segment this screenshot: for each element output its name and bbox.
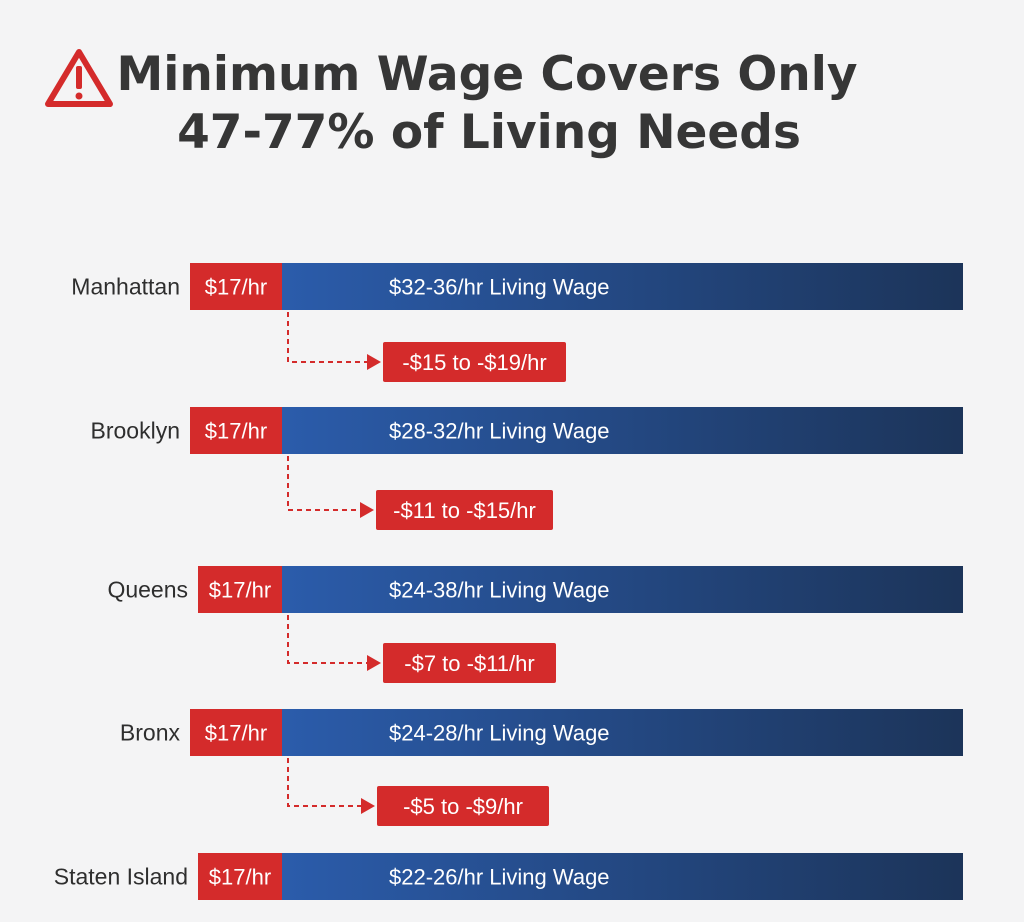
minimum-wage-label: $17/hr [205, 721, 267, 746]
minimum-wage-label: $17/hr [209, 578, 271, 603]
living-wage-label: $22-26/hr Living Wage [389, 865, 610, 890]
gap-box [383, 643, 556, 683]
minimum-wage-bar [190, 263, 282, 310]
minimum-wage-bar [198, 853, 282, 900]
minimum-wage-bar [198, 566, 282, 613]
gap-label: -$5 to -$9/hr [403, 794, 523, 819]
gap-box [383, 342, 566, 382]
minimum-wage-bar [190, 407, 282, 454]
row-label: Manhattan [71, 274, 180, 300]
warning-icon [45, 49, 113, 107]
living-wage-label: $24-38/hr Living Wage [389, 578, 610, 603]
gap-label: -$15 to -$19/hr [402, 350, 546, 375]
gap-box [377, 786, 549, 826]
row-label: Brooklyn [91, 418, 180, 444]
gap-connector [287, 615, 381, 671]
row-label: Bronx [120, 720, 181, 746]
gap-connector [287, 758, 375, 814]
gap-label: -$7 to -$11/hr [404, 651, 534, 676]
row-label: Queens [107, 577, 188, 603]
living-wage-bar [282, 709, 963, 756]
living-wage-bar [282, 566, 963, 613]
title-line: Minimum Wage Covers Only [117, 47, 858, 102]
living-wage-label: $32-36/hr Living Wage [389, 275, 610, 300]
title-line: 47-77% of Living Needs [177, 105, 801, 160]
gap-connector [287, 312, 381, 370]
gap-label: -$11 to -$15/hr [393, 498, 536, 523]
minimum-wage-label: $17/hr [205, 419, 267, 444]
minimum-wage-label: $17/hr [209, 865, 271, 890]
living-wage-label: $28-32/hr Living Wage [389, 419, 610, 444]
living-wage-bar [282, 263, 963, 310]
gap-connector [287, 456, 374, 518]
minimum-wage-label: $17/hr [205, 275, 267, 300]
living-wage-bar [282, 853, 963, 900]
living-wage-bar [282, 407, 963, 454]
row-label: Staten Island [54, 864, 188, 890]
minimum-wage-bar [190, 709, 282, 756]
gap-box [376, 490, 553, 530]
rows: Manhattan $17/hr $32-36/hr Living Wage -$15… [54, 263, 963, 900]
living-wage-label: $24-28/hr Living Wage [389, 721, 610, 746]
